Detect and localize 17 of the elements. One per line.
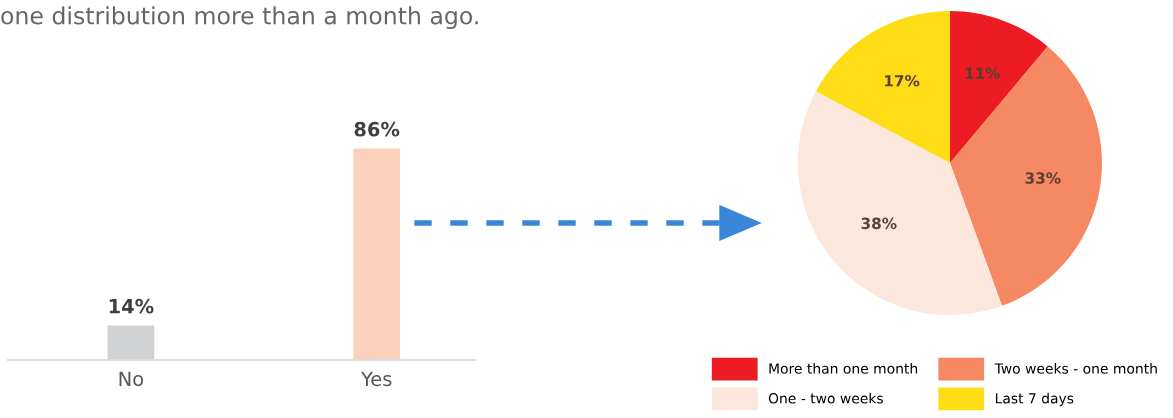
data-label: 11% xyxy=(965,67,1001,79)
legend-label: More than one month xyxy=(769,363,918,374)
data-label: 86% xyxy=(354,121,400,137)
data-label: 17% xyxy=(885,75,920,87)
pie-slice xyxy=(950,11,1048,163)
legend-label: Last 7 days xyxy=(995,392,1074,407)
data-label: 33% xyxy=(1025,172,1061,184)
x-tick-label: No xyxy=(119,371,144,387)
data-label: 38% xyxy=(861,217,897,230)
pie-slice xyxy=(798,91,1002,315)
x-tick-label: Yes xyxy=(360,371,392,387)
legend-label: One - two weeks xyxy=(768,392,883,404)
pie-slice xyxy=(950,46,1102,306)
pie-slice xyxy=(816,11,950,163)
legend-label: Two weeks - one month xyxy=(994,363,1157,374)
chart-title: one distribution more than a month ago. xyxy=(1,6,478,30)
data-label: 14% xyxy=(109,298,154,314)
